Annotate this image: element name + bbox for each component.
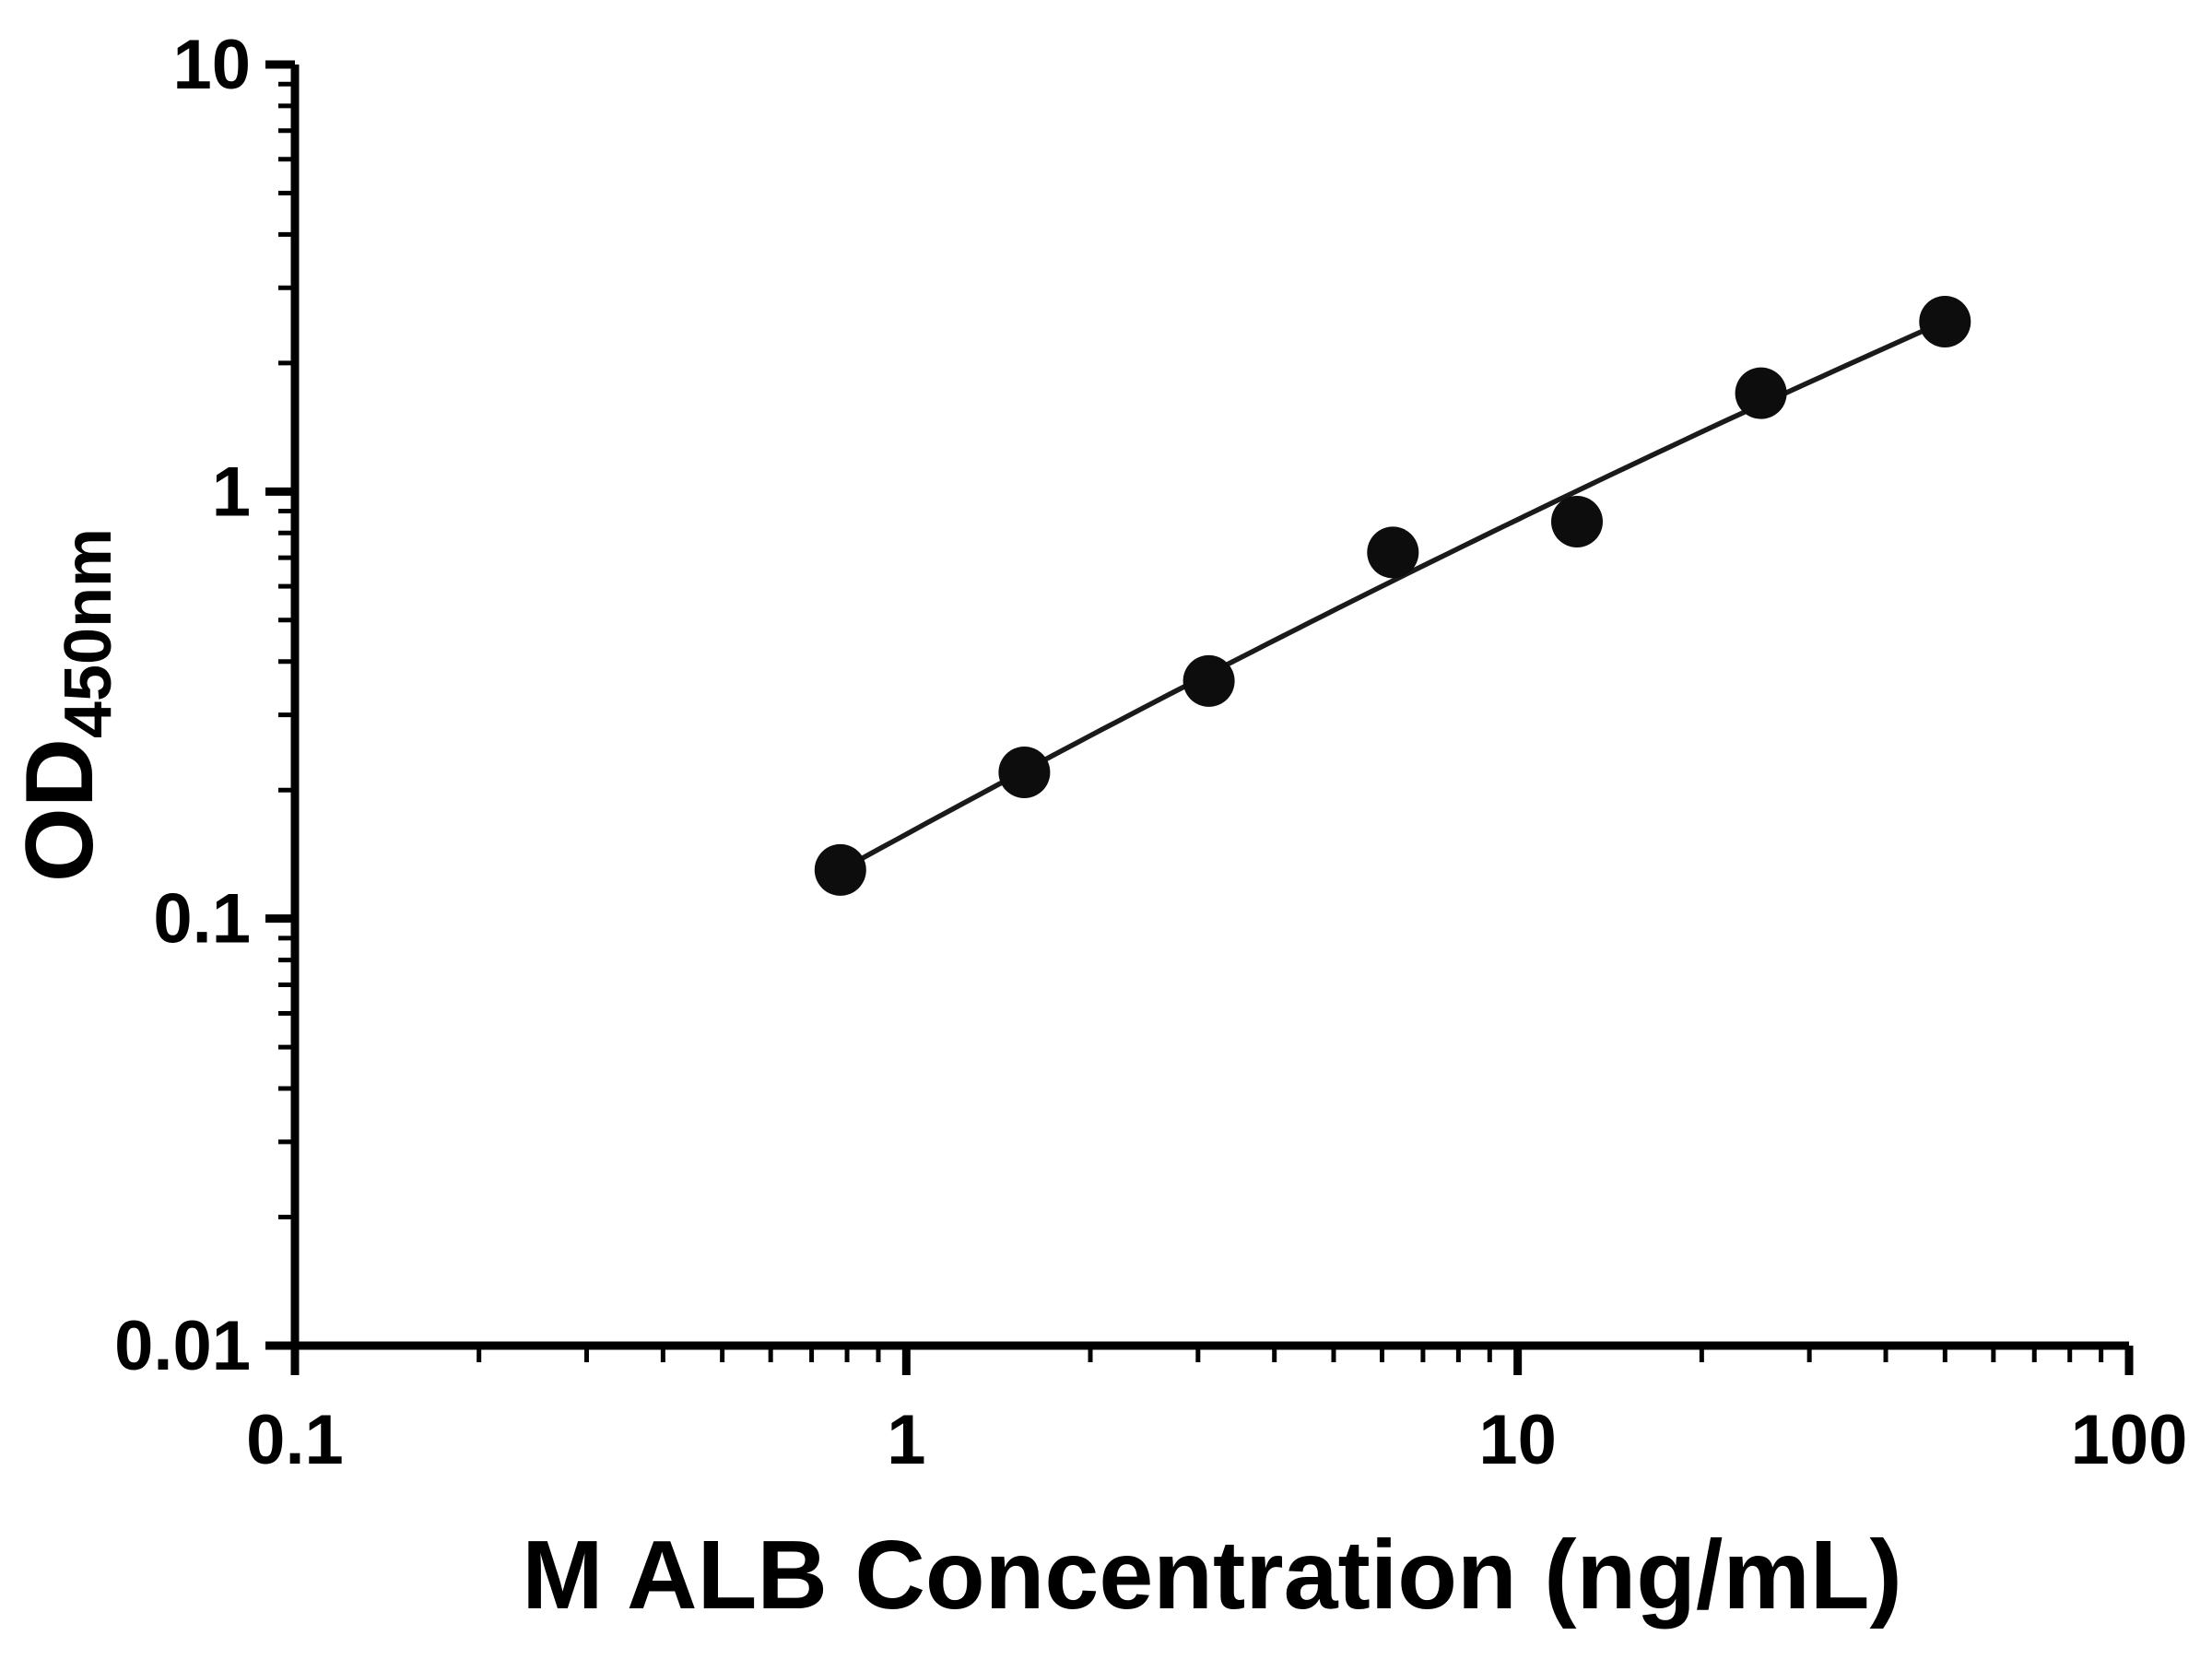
data-point — [814, 843, 866, 896]
y-tick-label: 10 — [172, 26, 251, 104]
data-point — [1735, 367, 1787, 419]
x-tick-label: 1 — [887, 1401, 925, 1479]
y-tick-label: 1 — [212, 453, 251, 531]
data-point — [998, 747, 1051, 798]
data-point — [1367, 526, 1419, 579]
x-tick-label: 0.1 — [246, 1401, 344, 1479]
x-tick-label: 10 — [1478, 1401, 1557, 1479]
x-tick-label: 100 — [2071, 1401, 2188, 1479]
y-axis-label-subscript: 450nm — [52, 528, 125, 738]
x-axis-label: M ALB Concentration (ng/mL) — [522, 1521, 1902, 1630]
y-axis-label-main: OD — [6, 738, 113, 882]
plot-dynamic-layer: 0.1 1 10 100 0.01 0.1 1 10 — [114, 26, 2187, 1479]
y-tick-label: 0.1 — [153, 880, 251, 959]
data-point — [1182, 654, 1235, 707]
data-point — [1551, 496, 1603, 547]
data-point — [1919, 296, 1971, 347]
y-axis-label: OD450nm — [6, 528, 125, 882]
y-tick-label: 0.01 — [114, 1307, 251, 1385]
